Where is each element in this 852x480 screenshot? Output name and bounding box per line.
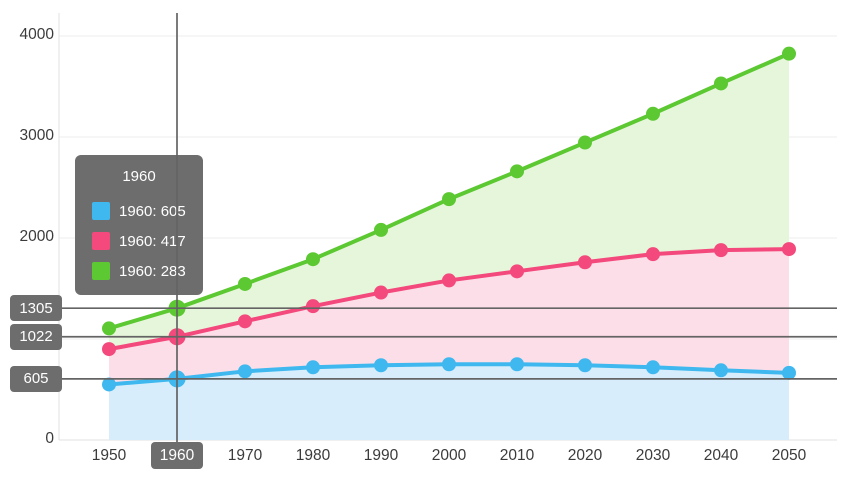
blue-data-point-2040[interactable] bbox=[714, 363, 728, 378]
green-series-swatch bbox=[92, 262, 110, 280]
y-axis-label-0: 0 bbox=[45, 430, 54, 447]
green-data-point-1980[interactable] bbox=[306, 252, 320, 267]
tooltip-row: 1960: 417 bbox=[92, 232, 203, 250]
green-data-point-1960[interactable] bbox=[168, 299, 186, 317]
blue-data-point-1950[interactable] bbox=[102, 377, 116, 392]
y-axis-label-3000: 3000 bbox=[19, 127, 54, 144]
pink-data-point-2040[interactable] bbox=[714, 243, 728, 258]
x-axis-label-2000: 2000 bbox=[431, 447, 467, 464]
green-data-point-2040[interactable] bbox=[714, 76, 728, 91]
crosshair-value-bubble-1022: 1022 bbox=[10, 323, 62, 350]
x-axis-label-1990: 1990 bbox=[363, 447, 399, 464]
pink-data-point-1960[interactable] bbox=[168, 328, 186, 346]
x-axis-label-2020: 2020 bbox=[567, 447, 603, 464]
blue-data-point-1990[interactable] bbox=[374, 358, 388, 373]
pink-data-point-1990[interactable] bbox=[374, 285, 388, 300]
pink-data-point-2020[interactable] bbox=[578, 255, 592, 270]
green-data-point-1970[interactable] bbox=[238, 276, 252, 291]
pink-data-point-2010[interactable] bbox=[510, 264, 524, 279]
tooltip-value-blue: 1960: 605 bbox=[119, 202, 186, 220]
tooltip-row: 1960: 605 bbox=[92, 202, 203, 220]
green-data-point-2000[interactable] bbox=[442, 192, 456, 207]
green-data-point-1950[interactable] bbox=[102, 321, 116, 336]
tooltip-value-green: 1960: 283 bbox=[119, 262, 186, 280]
tooltip-row: 1960: 283 bbox=[92, 262, 203, 280]
tooltip-title: 1960 bbox=[122, 168, 156, 185]
x-axis-label-2010: 2010 bbox=[499, 447, 535, 464]
x-axis-label-1980: 1980 bbox=[295, 447, 331, 464]
pink-series-swatch bbox=[92, 232, 110, 250]
x-axis-label-2050: 2050 bbox=[771, 447, 807, 464]
green-data-point-2020[interactable] bbox=[578, 135, 592, 150]
blue-data-point-2030[interactable] bbox=[646, 360, 660, 375]
y-axis-label-2000: 2000 bbox=[19, 228, 54, 245]
pink-data-point-1980[interactable] bbox=[306, 299, 320, 314]
pink-area-fill bbox=[109, 249, 789, 385]
x-axis-label-1950: 1950 bbox=[91, 447, 127, 464]
x-axis-label-1970: 1970 bbox=[227, 447, 263, 464]
x-axis-label-2040: 2040 bbox=[703, 447, 739, 464]
pink-data-point-2050[interactable] bbox=[782, 242, 796, 257]
x-axis-label-2030: 2030 bbox=[635, 447, 671, 464]
blue-data-point-2020[interactable] bbox=[578, 358, 592, 373]
green-data-point-2030[interactable] bbox=[646, 106, 660, 121]
y-axis-label-4000: 4000 bbox=[19, 26, 54, 43]
pink-data-point-2030[interactable] bbox=[646, 247, 660, 262]
tooltip: 1960 1960: 605 1960: 417 1960: 283 bbox=[75, 155, 203, 295]
green-data-point-2050[interactable] bbox=[782, 46, 796, 61]
pink-data-point-1950[interactable] bbox=[102, 342, 116, 357]
green-data-point-2010[interactable] bbox=[510, 164, 524, 179]
pink-data-point-1970[interactable] bbox=[238, 314, 252, 329]
blue-data-point-2000[interactable] bbox=[442, 357, 456, 372]
blue-data-point-1970[interactable] bbox=[238, 364, 252, 379]
crosshair-x-bubble-1960: 1960 bbox=[151, 442, 203, 469]
crosshair-value-bubble-1305: 1305 bbox=[10, 295, 62, 322]
blue-data-point-2010[interactable] bbox=[510, 357, 524, 372]
blue-data-point-1960[interactable] bbox=[168, 370, 186, 388]
crosshair-value-bubble-605: 605 bbox=[10, 365, 62, 392]
tooltip-value-pink: 1960: 417 bbox=[119, 232, 186, 250]
pink-data-point-2000[interactable] bbox=[442, 273, 456, 288]
blue-data-point-1980[interactable] bbox=[306, 360, 320, 375]
blue-area-fill bbox=[109, 364, 789, 440]
blue-data-point-2050[interactable] bbox=[782, 365, 796, 380]
green-data-point-1990[interactable] bbox=[374, 222, 388, 237]
blue-series-swatch bbox=[92, 202, 110, 220]
